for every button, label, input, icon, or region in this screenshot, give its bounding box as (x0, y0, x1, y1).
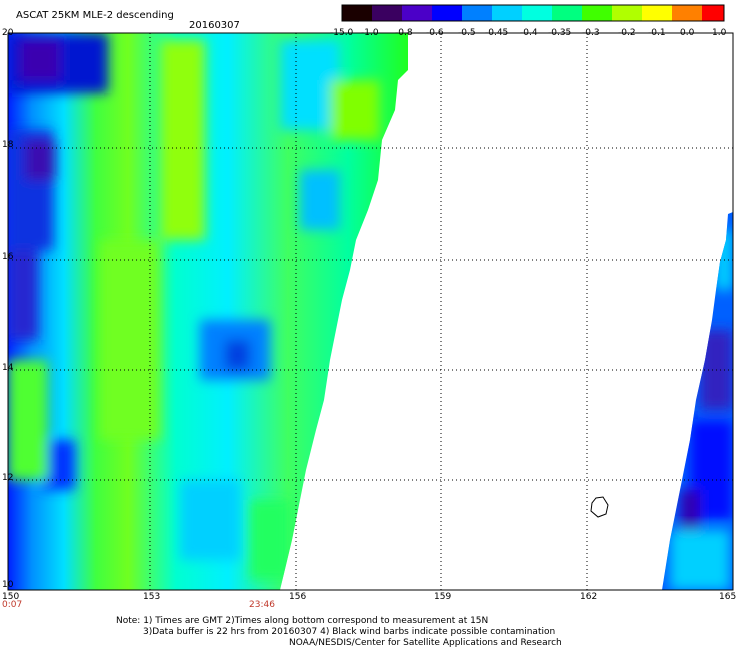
island-outline (590, 496, 609, 518)
colorbar-label: -15.0 (330, 28, 354, 38)
colorbar-label: -0.4 (520, 28, 538, 38)
x-tick-label: 165 (719, 592, 737, 602)
y-tick-label: 10 (2, 580, 14, 590)
colorbar-label: -0.2 (618, 28, 636, 38)
colorbar-label: -0.3 (582, 28, 600, 38)
colorbar-label: -0.5 (458, 28, 476, 38)
y-tick-label: 18 (2, 140, 14, 150)
colorbar-label: 0.0 (680, 28, 695, 38)
colorbar (341, 4, 725, 22)
left-swath (8, 33, 408, 590)
y-tick-label: 12 (2, 473, 14, 483)
y-tick-label: 16 (2, 252, 14, 262)
map-title: ASCAT 25KM MLE-2 descending (16, 10, 174, 21)
map-date: 20160307 (189, 20, 240, 31)
colorbar-label: -0.6 (426, 28, 444, 38)
end-time-label: 23:46 (249, 600, 275, 610)
note-line-2: 3)Data buffer is 22 hrs from 20160307 4)… (143, 627, 556, 637)
colorbar-label: 1.0 (712, 28, 727, 38)
map-frame (7, 32, 734, 591)
y-tick-label: 20 (2, 28, 14, 38)
colorbar-label: -0.8 (395, 28, 413, 38)
x-tick-label: 153 (143, 592, 161, 602)
x-tick-label: 150 (2, 592, 20, 602)
start-time-label: 0:07 (2, 600, 23, 610)
x-tick-label: 156 (289, 592, 307, 602)
y-tick-label: 14 (2, 363, 14, 373)
colorbar-label: -0.35 (548, 28, 572, 38)
note-line-1: Note: 1) Times are GMT 2)Times along bot… (116, 616, 489, 626)
x-tick-label: 162 (580, 592, 598, 602)
right-swath (662, 212, 733, 590)
colorbar-label: -0.45 (485, 28, 509, 38)
x-tick-label: 159 (434, 592, 452, 602)
colorbar-label: -1.0 (361, 28, 379, 38)
graticule (8, 33, 733, 590)
note-line-3: NOAA/NESDIS/Center for Satellite Applica… (289, 638, 562, 648)
colorbar-label: -0.1 (648, 28, 666, 38)
